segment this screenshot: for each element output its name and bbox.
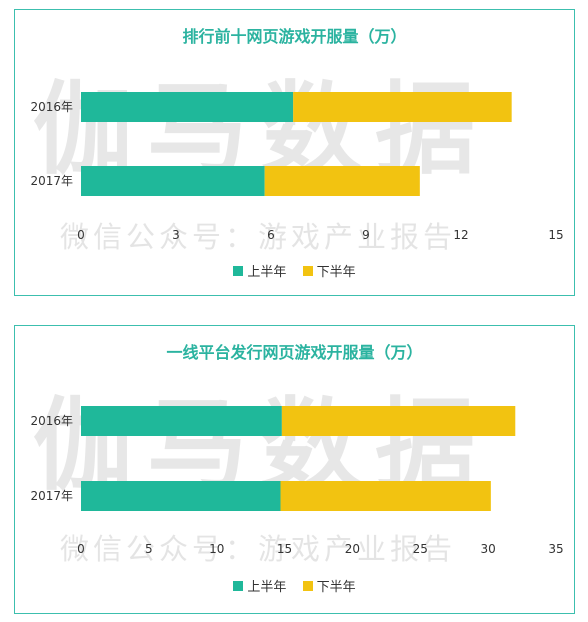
bar-second-half	[264, 166, 420, 196]
legend-item-first-half: 上半年	[233, 576, 286, 595]
chart-title: 排行前十网页游戏开服量（万）	[182, 27, 407, 46]
bar-chart-bottom: 2016年 2017年 0 5 10 15 20 25 30 35	[30, 406, 564, 556]
legend-label-second-half: 下半年	[316, 265, 356, 280]
legend-swatch-second-half	[302, 580, 313, 591]
bar-second-half	[293, 92, 512, 122]
x-tick-label: 15	[548, 228, 563, 242]
x-tick-label: 3	[172, 228, 180, 242]
x-tick-label: 10	[209, 542, 224, 556]
x-tick-label: 15	[277, 542, 292, 556]
bar-first-half	[81, 166, 265, 196]
x-tick-label: 9	[362, 228, 370, 242]
category-label: 2017年	[30, 489, 73, 503]
bar-first-half	[81, 406, 282, 436]
x-tick-label: 0	[77, 228, 85, 242]
x-tick-label: 35	[548, 542, 563, 556]
bar-chart-top: 2016年 2017年 0 3 6 9 12 15	[30, 92, 564, 242]
bar-first-half	[81, 481, 281, 511]
legend-swatch-first-half	[233, 580, 244, 591]
bar-first-half	[81, 92, 294, 122]
x-tick-label: 30	[481, 542, 496, 556]
chart-panel-bottom: 伽马数据 微信公众号：游戏产业报告 一线平台发行网页游戏开服量（万） 2016年…	[14, 325, 575, 614]
x-tick-label: 12	[453, 228, 468, 242]
bar-second-half	[280, 481, 491, 511]
x-tick-label: 20	[345, 542, 360, 556]
legend-item-second-half: 下半年	[302, 576, 356, 595]
legend-item-second-half: 下半年	[302, 261, 356, 280]
chart-title: 一线平台发行网页游戏开服量（万）	[166, 343, 423, 362]
legend-label-second-half: 下半年	[316, 580, 356, 595]
legend-item-first-half: 上半年	[233, 261, 286, 280]
category-label: 2017年	[30, 174, 73, 188]
x-tick-label: 5	[145, 542, 153, 556]
chart-panel-top: 伽马数据 微信公众号：游戏产业报告 排行前十网页游戏开服量（万） 2016年 20…	[14, 9, 575, 296]
category-label: 2016年	[30, 414, 73, 428]
x-tick-label: 6	[267, 228, 275, 242]
x-tick-label: 25	[413, 542, 428, 556]
bar-second-half	[281, 406, 516, 436]
legend-label-first-half: 上半年	[247, 265, 287, 280]
category-label: 2016年	[30, 100, 73, 114]
legend: 上半年 下半年	[15, 576, 574, 595]
x-tick-label: 0	[77, 542, 85, 556]
legend: 上半年 下半年	[15, 261, 574, 280]
legend-swatch-first-half	[233, 265, 244, 276]
legend-label-first-half: 上半年	[247, 580, 287, 595]
legend-swatch-second-half	[302, 265, 313, 276]
